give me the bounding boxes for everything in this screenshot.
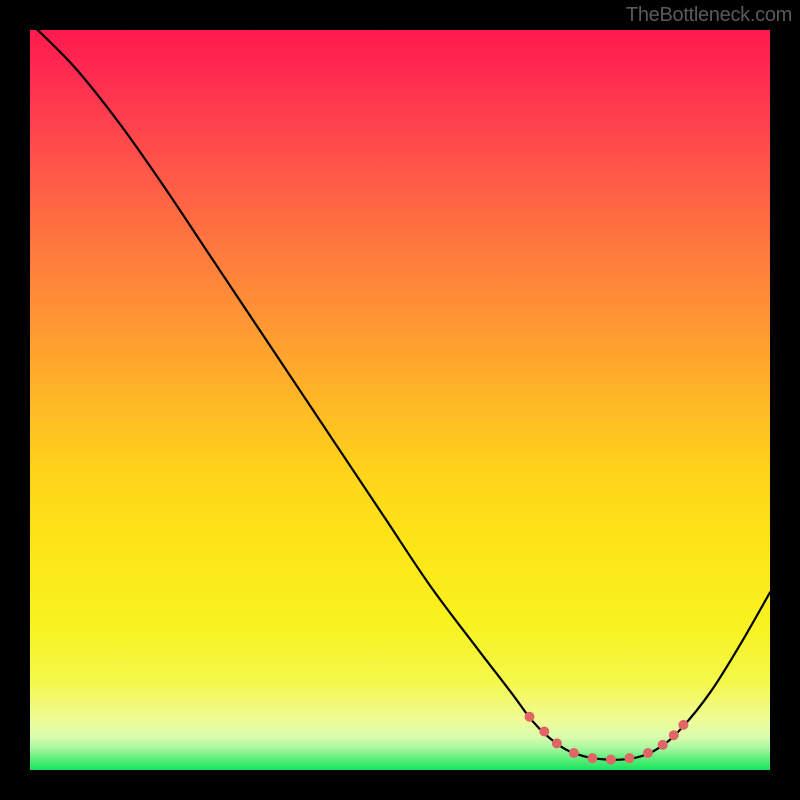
plot-area (30, 30, 770, 770)
watermark-text: TheBottleneck.com (626, 4, 792, 27)
chart-root: TheBottleneck.com (0, 0, 800, 800)
plot-background-gradient (30, 30, 770, 770)
